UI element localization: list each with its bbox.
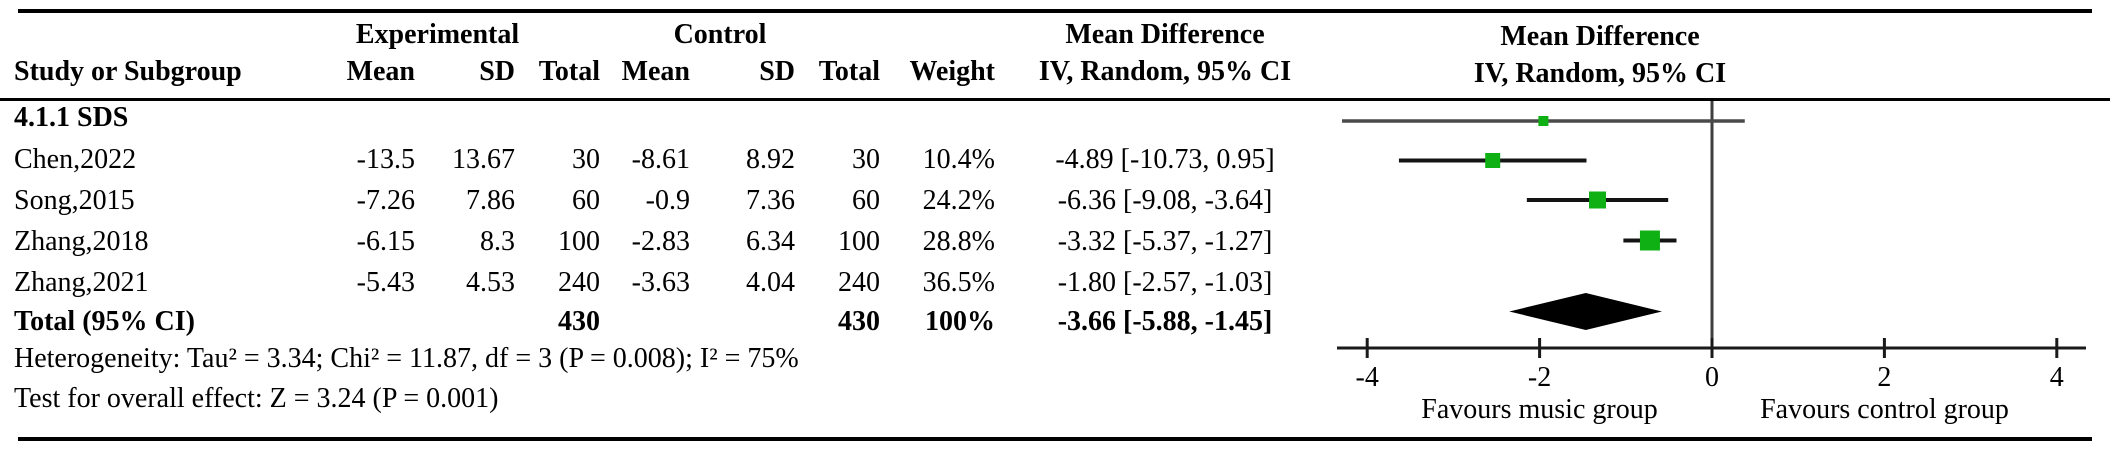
- ctrl-sd: 6.34: [746, 226, 795, 257]
- total-row: Total (95% CI) 430 430 100% -3.66 [-5.88…: [0, 305, 1300, 339]
- study-label: Chen,2022: [14, 144, 137, 175]
- ctrl-mean: -2.83: [631, 226, 690, 257]
- effect-ci-text: -4.89 [-10.73, 0.95]: [1055, 144, 1275, 175]
- table-row: Zhang,2021 -5.43 4.53 240 -3.63 4.04 240…: [0, 266, 1300, 300]
- axis-tick-label--4: -4: [1356, 362, 1379, 393]
- study-label: Zhang,2018: [14, 226, 149, 257]
- col-header-ctrl-mean: Mean: [621, 56, 690, 87]
- plot-header-title: Mean Difference: [1500, 21, 1700, 52]
- col-header-ctrl-total: Total: [818, 56, 880, 87]
- exp-mean: -5.43: [356, 267, 415, 298]
- ctrl-total: 100: [838, 226, 880, 257]
- col-header-exp-total: Total: [538, 56, 600, 87]
- control-group-header: Control: [673, 19, 767, 50]
- weight: 10.4%: [922, 144, 995, 175]
- exp-total: 240: [558, 267, 600, 298]
- favours-left-label: Favours music group: [1421, 394, 1658, 425]
- col-header-exp-sd: SD: [479, 56, 515, 87]
- effect-ci-text: -6.36 [-9.08, -3.64]: [1057, 185, 1273, 216]
- ctrl-total: 60: [852, 185, 880, 216]
- total-label: Total (95% CI): [14, 306, 195, 337]
- exp-total: 30: [572, 144, 600, 175]
- axis-tick-label-2: 2: [1877, 362, 1891, 393]
- effect-marker-1: [1485, 153, 1501, 168]
- column-header-row: Study or Subgroup Mean SD Total Mean SD …: [0, 55, 1300, 89]
- bottom-border-rule: [18, 437, 2092, 441]
- total-effect-ci-text: -3.66 [-5.88, -1.45]: [1057, 306, 1273, 337]
- exp-sd: 13.67: [452, 144, 515, 175]
- top-border-rule: [18, 9, 2092, 13]
- plot-header: Mean Difference IV, Random, 95% CI: [1300, 18, 1900, 92]
- ctrl-sd: 4.04: [746, 267, 795, 298]
- ctrl-sd: 8.92: [746, 144, 795, 175]
- exp-total: 100: [558, 226, 600, 257]
- exp-total: 60: [572, 185, 600, 216]
- total-ctrl-total: 430: [838, 306, 880, 337]
- effect-marker-2: [1589, 191, 1607, 209]
- effect-marker-0: [1538, 116, 1549, 126]
- heterogeneity-note: Heterogeneity: Tau² = 3.34; Chi² = 11.87…: [14, 343, 799, 374]
- exp-sd: 7.86: [466, 185, 515, 216]
- favours-right-label: Favours control group: [1760, 394, 2009, 425]
- total-weight: 100%: [925, 306, 995, 337]
- table-row: Song,2015 -7.26 7.86 60 -0.9 7.36 60 24.…: [0, 184, 1300, 218]
- ctrl-sd: 7.36: [746, 185, 795, 216]
- summary-diamond: [1509, 293, 1663, 330]
- subgroup-label: 4.1.1 SDS: [14, 102, 129, 133]
- weight: 24.2%: [922, 185, 995, 216]
- table-row: Chen,2022 -13.5 13.67 30 -8.61 8.92 30 1…: [0, 143, 1300, 177]
- subgroup-row: 4.1.1 SDS: [0, 101, 1300, 135]
- forest-plot-canvas: -4 -2 0 2 4: [1337, 101, 2086, 393]
- ctrl-total: 240: [838, 267, 880, 298]
- ctrl-mean: -8.61: [631, 144, 690, 175]
- exp-mean: -7.26: [356, 185, 415, 216]
- col-header-weight: Weight: [909, 56, 995, 87]
- total-exp-total: 430: [558, 306, 600, 337]
- group-header-row: Experimental Control Mean Difference: [0, 18, 1300, 52]
- plot-header-subtitle: IV, Random, 95% CI: [1473, 58, 1727, 89]
- exp-mean: -13.5: [356, 144, 415, 175]
- col-header-exp-mean: Mean: [346, 56, 415, 87]
- exp-mean: -6.15: [356, 226, 415, 257]
- exp-sd: 4.53: [466, 267, 515, 298]
- axis-tick-label-4: 4: [2050, 362, 2064, 393]
- ctrl-total: 30: [852, 144, 880, 175]
- weight: 28.8%: [922, 226, 995, 257]
- experimental-group-header: Experimental: [355, 19, 520, 50]
- effect-ci-text: -1.80 [-2.57, -1.03]: [1057, 267, 1273, 298]
- study-label: Song,2015: [14, 185, 135, 216]
- ctrl-mean: -3.63: [631, 267, 690, 298]
- overall-effect-note: Test for overall effect: Z = 3.24 (P = 0…: [14, 383, 499, 414]
- effect-marker-3: [1639, 230, 1660, 251]
- col-header-ctrl-sd: SD: [759, 56, 795, 87]
- header-separator-rule: [0, 98, 2110, 101]
- effect-ci-text: -3.32 [-5.37, -1.27]: [1057, 226, 1273, 257]
- axis-tick-label--2: -2: [1528, 362, 1551, 393]
- study-label: Zhang,2021: [14, 267, 149, 298]
- weight: 36.5%: [922, 267, 995, 298]
- col-header-iv-random: IV, Random, 95% CI: [1038, 56, 1292, 87]
- table-row: Zhang,2018 -6.15 8.3 100 -2.83 6.34 100 …: [0, 225, 1300, 259]
- exp-sd: 8.3: [480, 226, 515, 257]
- col-header-study: Study or Subgroup: [14, 56, 242, 87]
- ctrl-mean: -0.9: [645, 185, 690, 216]
- axis-tick-label-0: 0: [1705, 362, 1719, 393]
- mean-difference-header: Mean Difference: [1065, 19, 1265, 50]
